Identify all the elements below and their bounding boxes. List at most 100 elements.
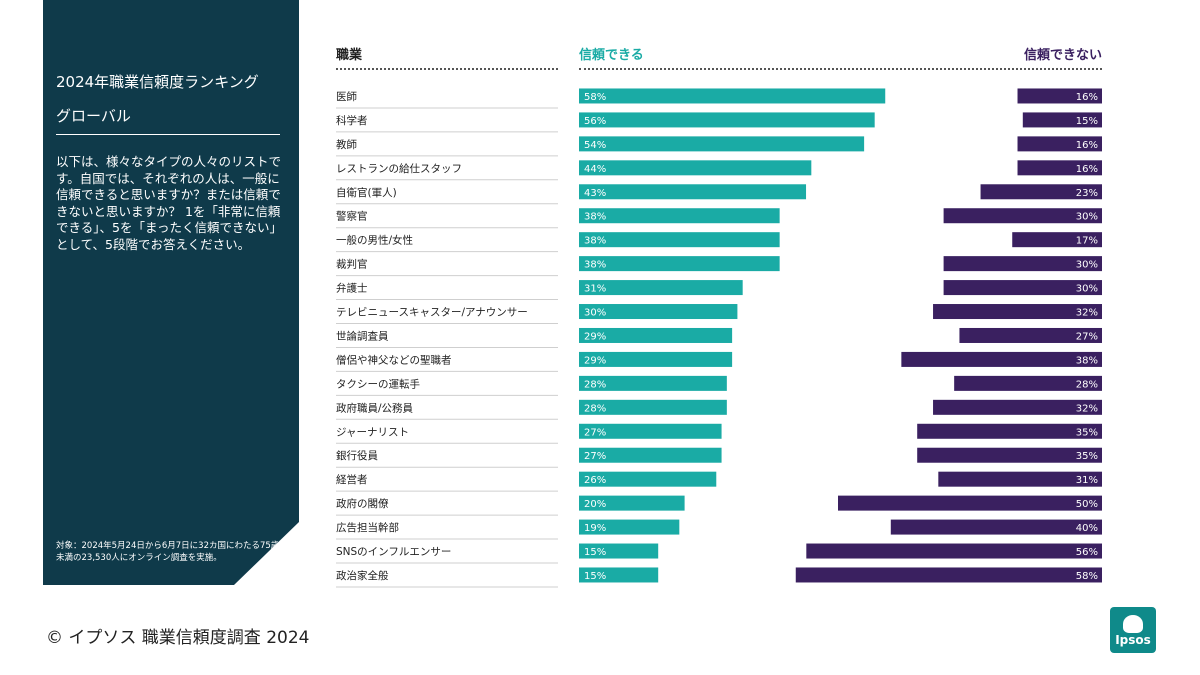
row-label: 世論調査員 [336, 329, 389, 342]
trust-bar [579, 256, 780, 272]
trust-bar [579, 88, 886, 104]
column-header-trust: 信頼できる [579, 48, 644, 63]
trust-bar [579, 232, 780, 248]
trust-bar [579, 399, 727, 415]
header-rule-trust [579, 68, 1102, 70]
trust-bar [579, 327, 733, 343]
row-label: 自衛官(軍人) [336, 186, 397, 199]
trust-value-label: 20% [584, 499, 606, 510]
trust-value-label: 26% [584, 475, 606, 486]
trust-value-label: 27% [584, 427, 606, 438]
distrust-bar [943, 256, 1102, 272]
trust-value-label: 58% [584, 92, 606, 103]
row-label: タクシーの運転手 [336, 377, 420, 390]
distrust-bar [959, 327, 1102, 343]
distrust-value-label: 40% [1076, 523, 1098, 534]
ipsos-logo: Ipsos [1110, 607, 1156, 653]
trust-value-label: 38% [584, 260, 606, 271]
trust-bar [579, 184, 807, 200]
distrust-value-label: 32% [1076, 403, 1098, 414]
trust-bar [579, 567, 659, 583]
distrust-bar [795, 567, 1102, 583]
distrust-value-label: 58% [1076, 571, 1098, 582]
question-description: 以下は、様々なタイプの人々のリストです。自国では、それぞれの人は、一般に信頼でき… [56, 154, 282, 252]
trust-value-label: 29% [584, 355, 606, 366]
trust-value-label: 38% [584, 212, 606, 223]
trust-value-label: 15% [584, 571, 606, 582]
distrust-bar [1017, 136, 1102, 152]
row-label: SNSのインフルエンサー [336, 546, 451, 558]
distrust-bar [806, 543, 1102, 559]
trust-value-label: 15% [584, 547, 606, 558]
distrust-value-label: 30% [1076, 284, 1098, 295]
row-label: 裁判官 [336, 258, 368, 271]
distrust-value-label: 31% [1076, 475, 1098, 486]
distrust-bar [1022, 112, 1102, 128]
distrust-value-label: 38% [1076, 355, 1098, 366]
distrust-bar [943, 280, 1102, 296]
row-label: 科学者 [336, 114, 368, 127]
trust-bar [579, 519, 680, 535]
distrust-value-label: 30% [1076, 212, 1098, 223]
chart-subtitle: グローバル [56, 107, 131, 125]
trust-bar [579, 375, 727, 391]
distrust-bar [1017, 160, 1102, 176]
distrust-bar [933, 399, 1102, 415]
distrust-value-label: 15% [1076, 116, 1098, 127]
row-label: 政治家全般 [336, 569, 389, 582]
trust-bar [579, 112, 875, 128]
distrust-value-label: 35% [1076, 451, 1098, 462]
trust-bar [579, 304, 738, 320]
row-label: 一般の男性/女性 [336, 234, 413, 247]
trust-bar [579, 280, 743, 296]
distrust-bar [901, 351, 1102, 367]
trust-bar [579, 543, 659, 559]
trust-bar [579, 447, 722, 463]
distrust-bar [890, 519, 1102, 535]
row-label: 医師 [336, 90, 357, 103]
trust-value-label: 43% [584, 188, 606, 199]
distrust-value-label: 30% [1076, 260, 1098, 271]
distrust-value-label: 32% [1076, 308, 1098, 319]
row-label: レストランの給仕スタッフ [336, 162, 462, 175]
distrust-value-label: 16% [1076, 140, 1098, 151]
trust-ranking-chart: 医師 58% 16% 科学者 56% 15% 教師 54% 16% レストランの給仕スタッフ 44%… [336, 88, 1102, 588]
distrust-bar [933, 304, 1102, 320]
distrust-bar [1012, 232, 1102, 248]
distrust-bar [917, 447, 1102, 463]
trust-value-label: 31% [584, 284, 606, 295]
trust-value-label: 54% [584, 140, 606, 151]
distrust-value-label: 50% [1076, 499, 1098, 510]
row-label: 弁護士 [336, 282, 368, 295]
row-label: 教師 [336, 138, 357, 151]
distrust-value-label: 56% [1076, 547, 1098, 558]
trust-value-label: 29% [584, 331, 606, 342]
distrust-value-label: 27% [1076, 331, 1098, 342]
column-header-distrust: 信頼できない [1023, 48, 1102, 63]
trust-bar [579, 423, 722, 439]
trust-value-label: 19% [584, 523, 606, 534]
column-header-job: 職業 [336, 48, 363, 63]
row-label: 経営者 [336, 473, 368, 486]
row-label: ジャーナリスト [336, 426, 409, 438]
distrust-value-label: 17% [1076, 236, 1098, 247]
distrust-bar [943, 208, 1102, 224]
distrust-value-label: 23% [1076, 188, 1098, 199]
trust-value-label: 28% [584, 379, 606, 390]
distrust-value-label: 16% [1076, 164, 1098, 175]
distrust-bar [954, 375, 1102, 391]
distrust-bar [838, 495, 1102, 511]
row-label: 政府の閣僚 [336, 497, 389, 510]
row-label: 銀行役員 [336, 449, 378, 462]
trust-value-label: 44% [584, 164, 606, 175]
trust-bar [579, 471, 717, 487]
row-label: 警察官 [336, 210, 368, 223]
trust-bar [579, 208, 780, 224]
distrust-bar [980, 184, 1102, 200]
trust-bar [579, 136, 865, 152]
row-label: 政府職員/公務員 [336, 401, 414, 414]
side-panel: 2024年職業信頼度ランキング グローバル 以下は、様々なタイプの人々のリストで… [43, 0, 299, 585]
trust-bar [579, 495, 685, 511]
distrust-value-label: 16% [1076, 92, 1098, 103]
row-label: 広告担当幹部 [336, 521, 399, 534]
